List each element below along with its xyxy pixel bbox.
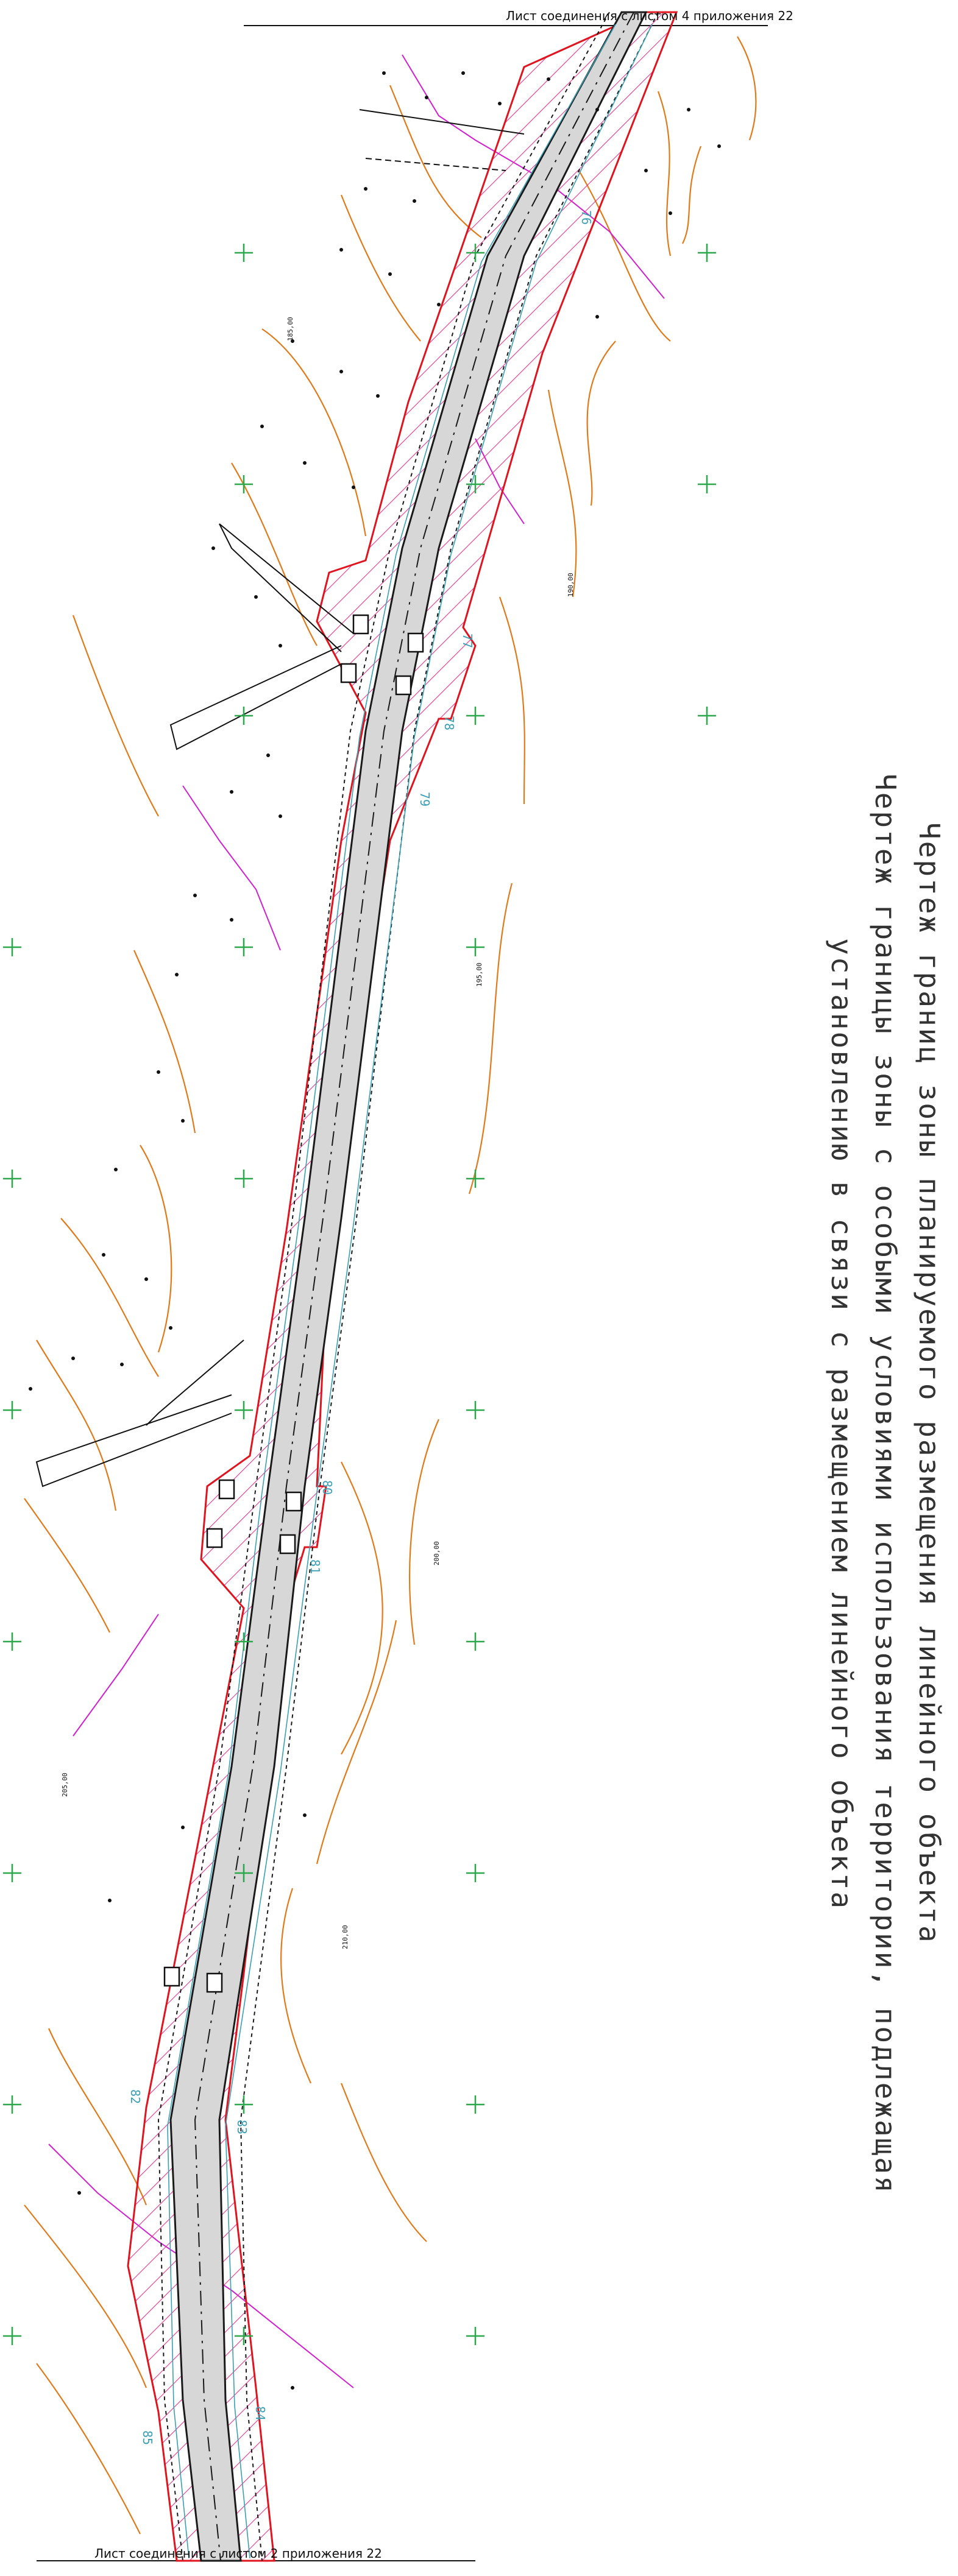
grid-crosses <box>3 244 716 2345</box>
picket-label: 78 <box>442 716 456 730</box>
elevation-labels: 185,00 190,00 195,00 200,00 205,00 210,0… <box>61 317 575 1949</box>
elevation-label: 200,00 <box>433 1541 441 1565</box>
top-sheet-link: Лист соединения с листом 4 приложения 22 <box>506 9 793 23</box>
picket-label: 85 <box>140 2430 155 2445</box>
picket-axis <box>167 24 653 2559</box>
picket-label: 83 <box>235 2120 249 2134</box>
elevation-label: 185,00 <box>286 317 294 341</box>
picket-label: 81 <box>308 1559 322 1574</box>
picket-label: 84 <box>253 2406 268 2421</box>
bottom-sheet-link: Лист соединения с листом 2 приложения 22 <box>94 2546 382 2561</box>
picket-label: 77 <box>460 633 475 648</box>
magenta-lines <box>48 54 665 2388</box>
picket-label: 82 <box>128 2089 143 2104</box>
elevation-label: 205,00 <box>61 1773 69 1797</box>
title-line-1: Чертеж границ зоны планируемого размещен… <box>913 822 946 1944</box>
road-body <box>169 11 648 2562</box>
picket-labels: 76 77 78 79 80 81 82 83 84 85 <box>128 210 594 2445</box>
title-line-3: установлению в связи с размещением линей… <box>825 938 858 1911</box>
culverts <box>163 614 424 1993</box>
elevation-label: 195,00 <box>475 962 483 987</box>
picket-label: 79 <box>417 792 432 806</box>
picket-label: 80 <box>320 1480 335 1495</box>
elevation-label: 190,00 <box>567 573 575 597</box>
side-roads <box>35 109 525 1487</box>
elevation-label: 210,00 <box>341 1925 349 1949</box>
picket-label: 76 <box>579 210 594 225</box>
road-lines <box>157 12 659 2561</box>
title-line-2: Чертеж границы зоны с особыми условиями … <box>869 774 902 2195</box>
title-block: Чертеж границ зоны планируемого размещен… <box>811 774 958 2195</box>
spot-heights <box>29 71 721 2390</box>
contour-lines <box>24 36 757 2535</box>
